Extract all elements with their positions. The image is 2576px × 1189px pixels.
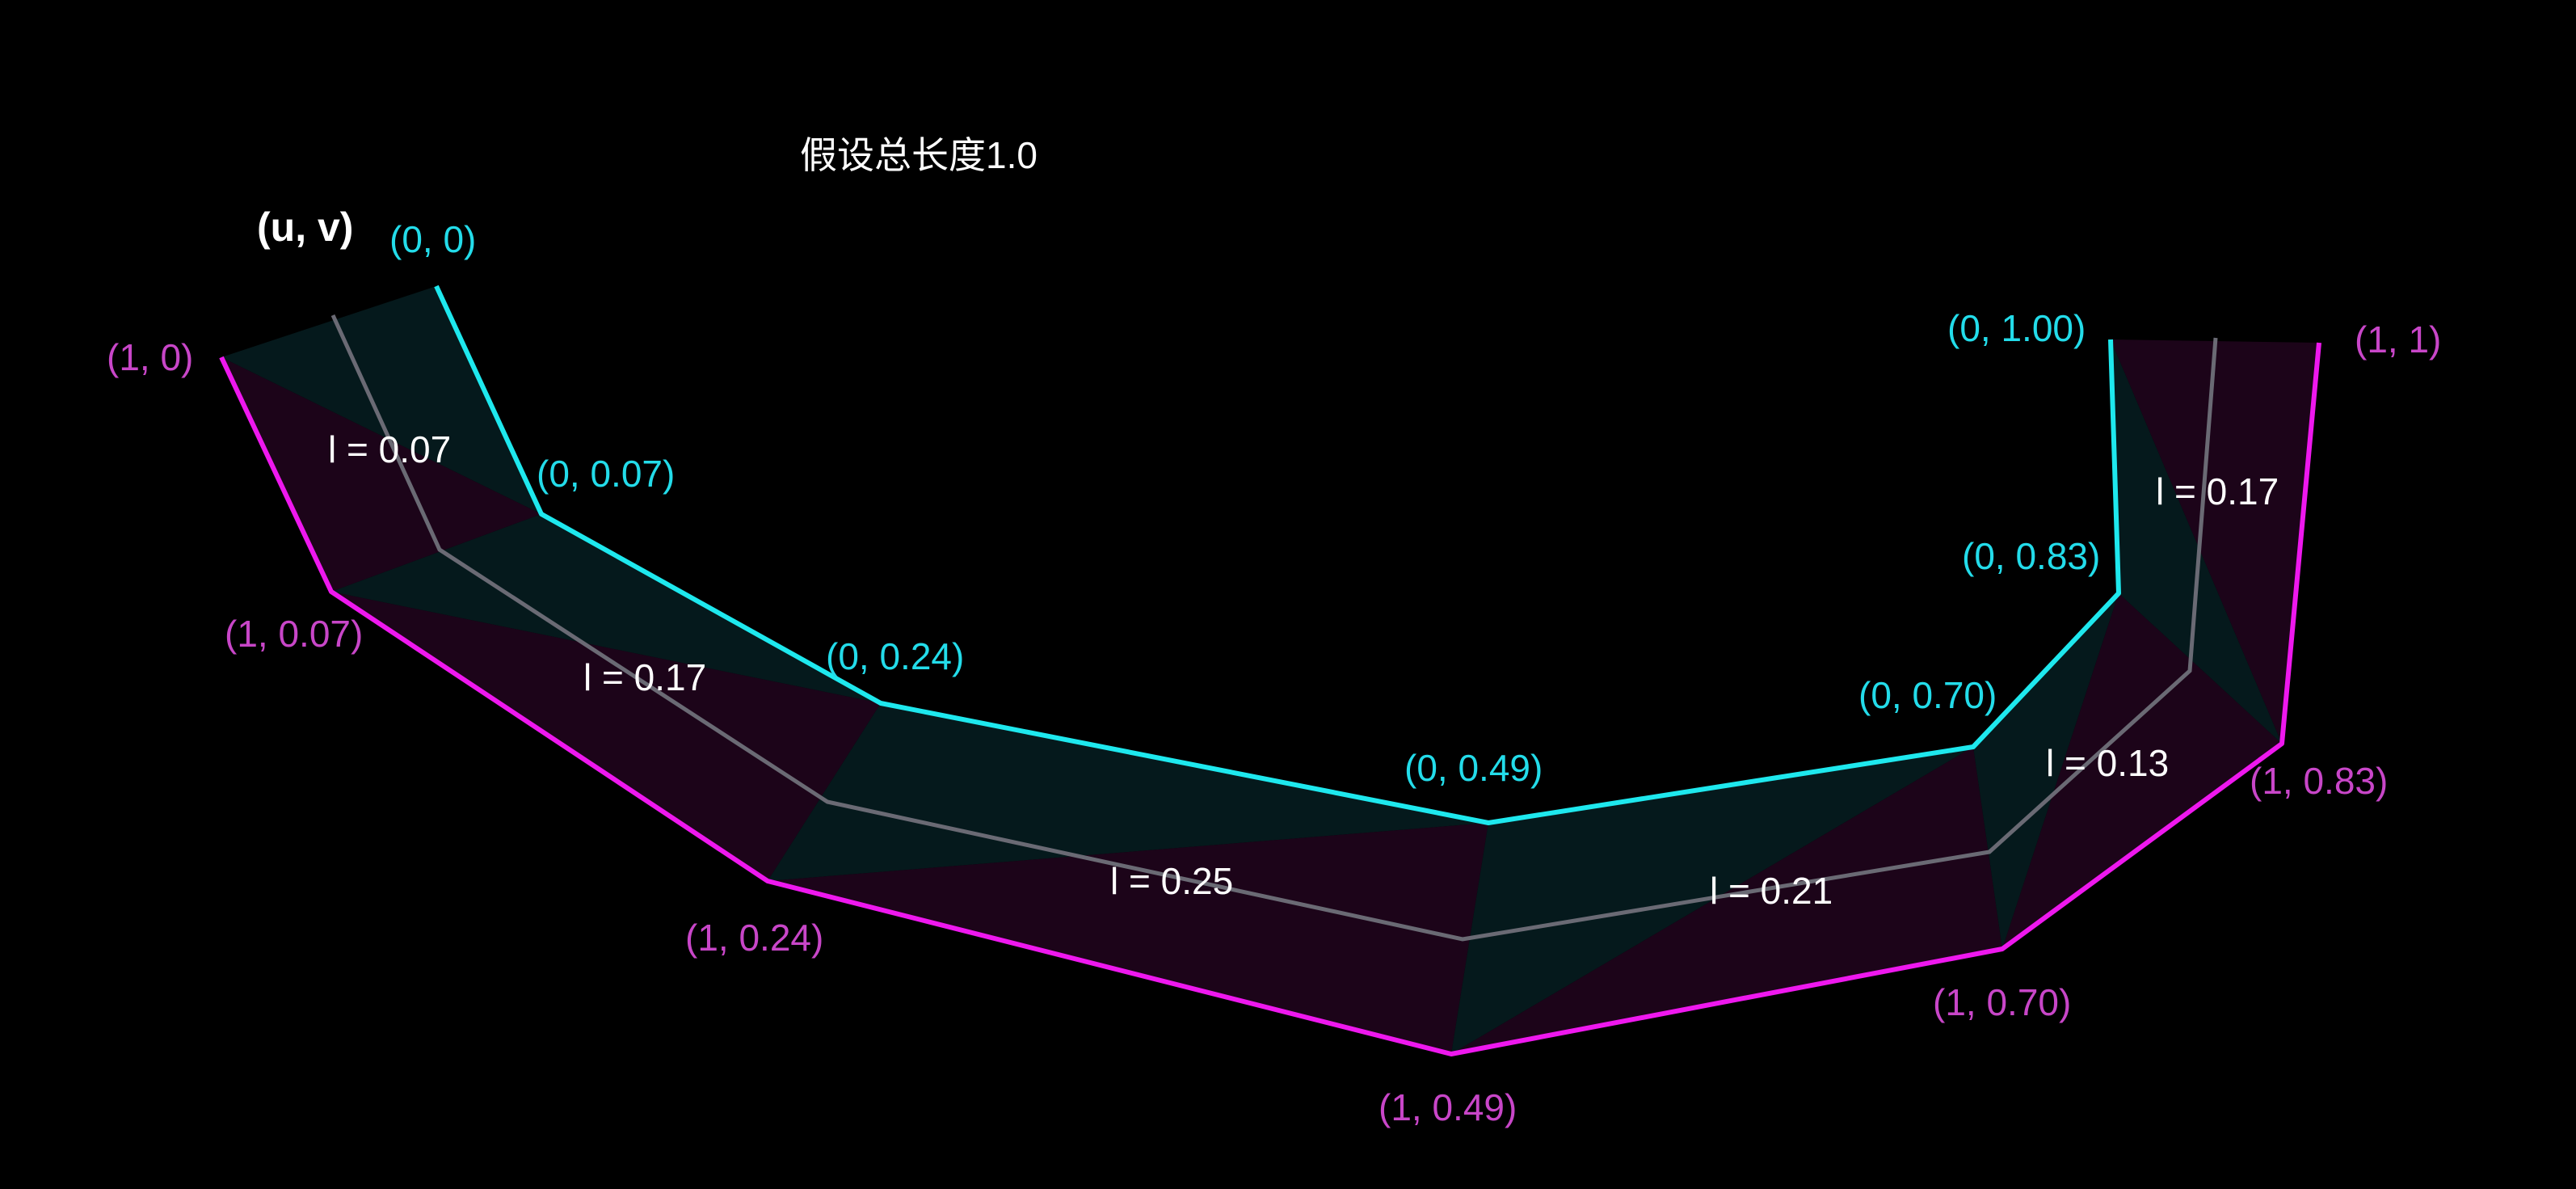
segment-length-label: l = 0.13: [2046, 742, 2169, 784]
cyan-label-4: (0, 0.70): [1858, 674, 1997, 716]
diagram-title: 假设总长度1.0: [800, 134, 1038, 176]
magenta-label-1: (1, 0.07): [225, 613, 363, 655]
triangle-fills: [221, 286, 2319, 1054]
magenta-label-4: (1, 0.70): [1933, 981, 2071, 1023]
triangle-fill: [331, 592, 881, 881]
segment-length-label: l = 0.21: [1710, 870, 1833, 912]
magenta-vertex-labels: (1, 0) (1, 0.07) (1, 0.24) (1, 0.49) (1,…: [107, 318, 2441, 1128]
triangle-fill: [331, 514, 881, 703]
cyan-label-1: (0, 0.07): [537, 453, 675, 495]
magenta-label-6: (1, 1): [2355, 318, 2441, 360]
magenta-label-0: (1, 0): [107, 336, 193, 378]
segment-length-label: l = 0.17: [2156, 470, 2279, 512]
cyan-vertex-labels: (0, 0) (0, 0.07) (0, 0.24) (0, 0.49) (0,…: [389, 218, 2100, 789]
uv-axis-label: (u, v): [257, 204, 353, 250]
triangle-fill: [1973, 593, 2119, 949]
segment-length-label: l = 0.07: [328, 428, 451, 470]
triangle-fill: [2111, 339, 2319, 744]
triangle-fill: [221, 357, 541, 592]
segment-length-label: l = 0.17: [583, 656, 706, 698]
cyan-label-0: (0, 0): [389, 218, 476, 260]
cyan-label-6: (0, 1.00): [1947, 307, 2086, 349]
segment-length-label: l = 0.25: [1110, 860, 1233, 902]
cyan-edge-line: [434, 285, 2121, 825]
cyan-label-3: (0, 0.49): [1404, 747, 1543, 789]
magenta-edge-line: [219, 342, 2321, 1056]
cyan-label-2: (0, 0.24): [826, 635, 964, 677]
cyan-label-5: (0, 0.83): [1962, 535, 2100, 577]
magenta-label-2: (1, 0.24): [685, 917, 823, 959]
triangle-fill: [768, 823, 1488, 1054]
segment-length-labels: l = 0.07 l = 0.17 l = 0.25 l = 0.21 l = …: [328, 428, 2279, 912]
magenta-label-5: (1, 0.83): [2250, 760, 2388, 802]
triangle-fill: [2002, 593, 2282, 949]
triangle-fill: [768, 703, 1488, 881]
triangle-fill: [1451, 747, 2002, 1054]
magenta-label-3: (1, 0.49): [1378, 1086, 1517, 1128]
center-line: [330, 314, 2218, 942]
